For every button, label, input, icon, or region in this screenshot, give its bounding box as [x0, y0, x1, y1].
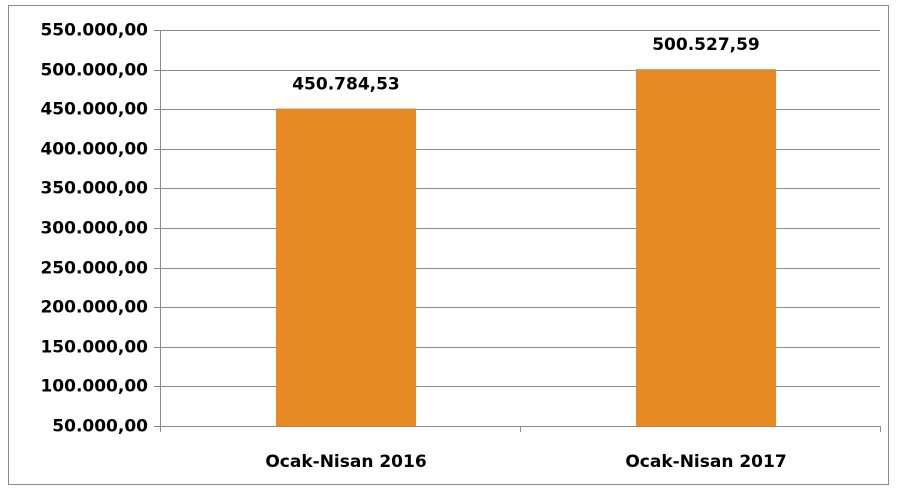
y-tick-label: 50.000,00 [52, 417, 148, 437]
y-tick-label: 300.000,00 [40, 219, 148, 239]
data-label: 450.784,53 [292, 75, 400, 95]
y-tick-label: 100.000,00 [40, 377, 148, 397]
x-tick-label: Ocak-Nisan 2017 [625, 452, 786, 472]
bar [636, 69, 776, 426]
bar [276, 108, 416, 427]
x-tick-label: Ocak-Nisan 2016 [265, 452, 426, 472]
y-tick-label: 250.000,00 [40, 259, 148, 279]
y-tick-label: 200.000,00 [40, 298, 148, 318]
y-tick-label: 350.000,00 [40, 179, 148, 199]
y-tick-label: 150.000,00 [40, 338, 148, 358]
y-tick-label: 400.000,00 [40, 140, 148, 160]
y-tick-label: 450.000,00 [40, 100, 148, 120]
y-tick-label: 500.000,00 [40, 61, 148, 81]
y-tick-label: 550.000,00 [40, 21, 148, 41]
data-label: 500.527,59 [652, 35, 760, 55]
